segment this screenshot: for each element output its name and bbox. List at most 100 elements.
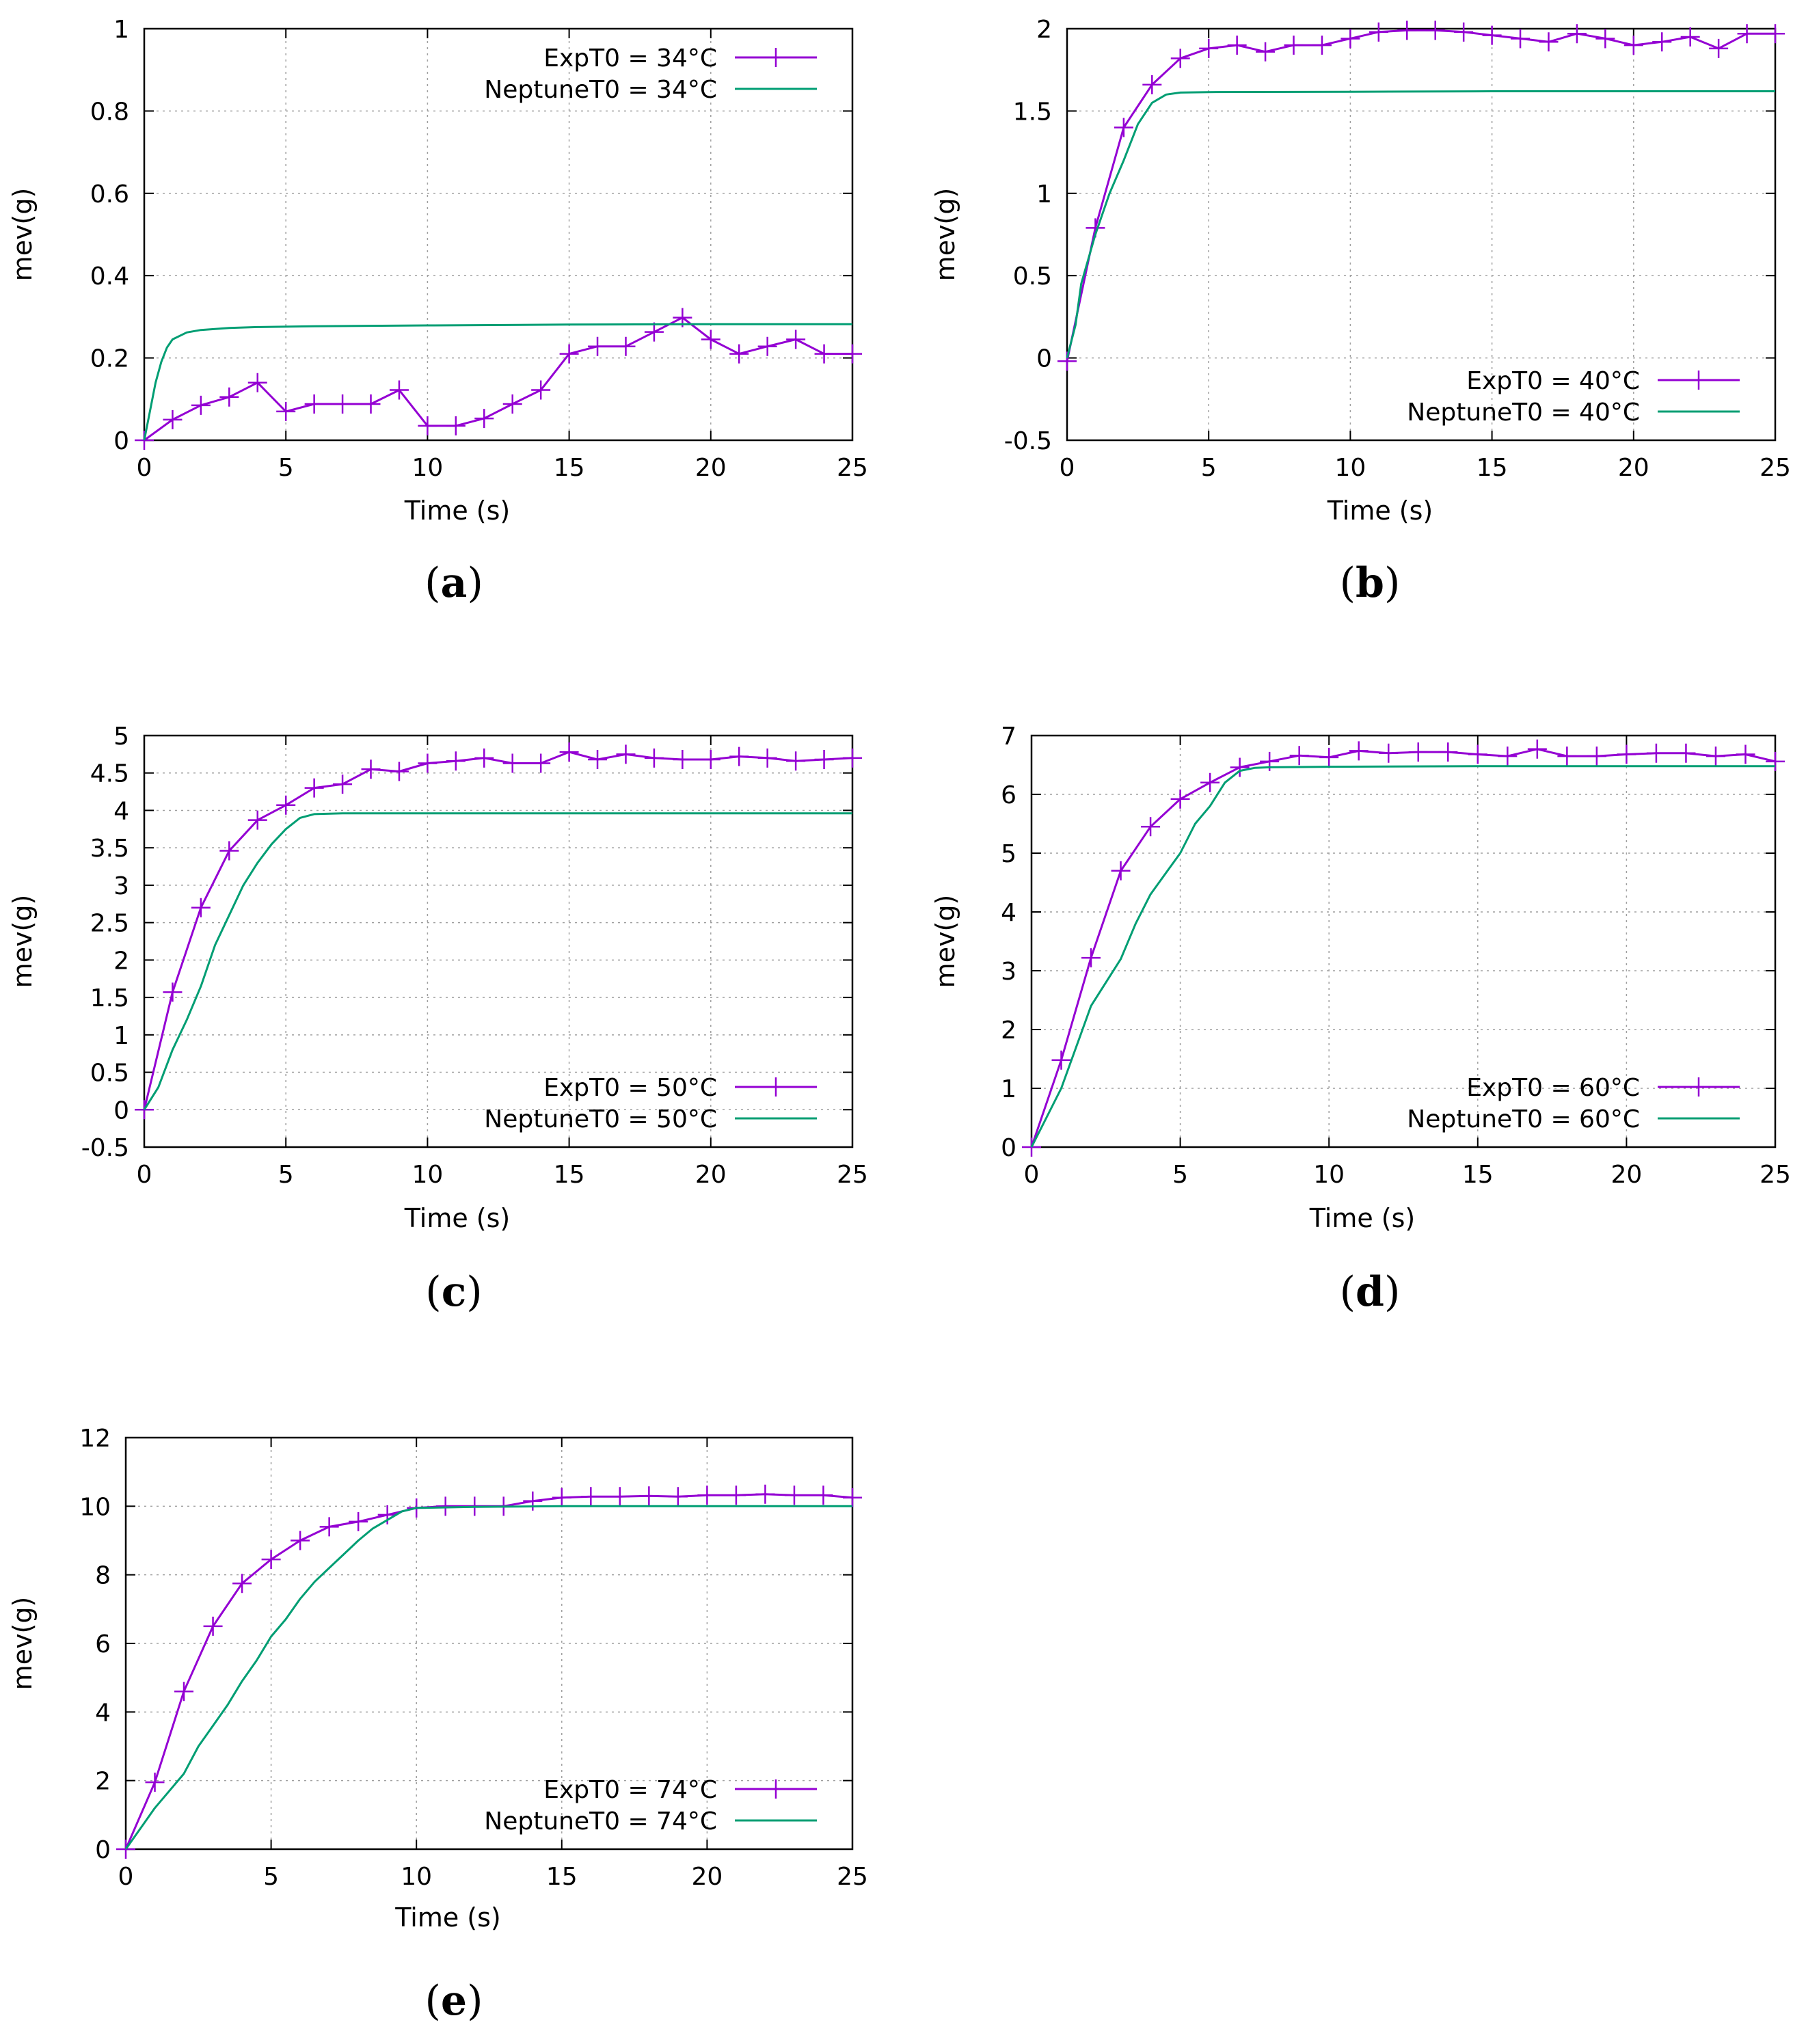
data-point-marker: [1527, 739, 1547, 759]
y-tick-label: 5: [1001, 840, 1016, 868]
x-tick-label: 10: [1334, 454, 1366, 482]
data-point-marker: [813, 1485, 833, 1505]
panel-caption: (c): [425, 1268, 482, 1316]
y-tick-label: 12: [79, 1425, 111, 1453]
data-point-marker: [1256, 42, 1276, 62]
x-tick-label: 15: [1477, 454, 1508, 482]
y-tick-label: 4: [113, 797, 129, 825]
y-tick-label: 2: [95, 1768, 111, 1796]
plot-frame: [124, 1436, 854, 1851]
data-point-marker: [474, 748, 494, 768]
x-tick-label: 15: [546, 1863, 578, 1891]
data-point-marker: [1766, 751, 1785, 771]
x-tick-label: 0: [118, 1863, 134, 1891]
x-tick-label: 5: [278, 1161, 294, 1189]
data-point-marker: [1111, 861, 1131, 880]
data-point-marker: [1319, 747, 1339, 767]
y-tick-label: 0.8: [90, 98, 129, 126]
y-tick-label: 0: [1001, 1134, 1016, 1162]
legend-marker: [1689, 1077, 1708, 1097]
data-point-marker: [291, 1531, 310, 1550]
legend-label: ExpT0 = 74°C: [543, 1776, 717, 1804]
x-tick-label: 20: [1618, 454, 1649, 482]
data-point-marker: [523, 1491, 543, 1511]
data-point-marker: [1454, 22, 1474, 42]
data-point-marker: [1170, 49, 1190, 68]
data-point-marker: [349, 1511, 368, 1531]
panel-caption: (e): [424, 1977, 483, 2025]
x-tick-label: 25: [837, 1161, 868, 1189]
data-point-marker: [843, 1488, 862, 1507]
data-point-marker: [1706, 747, 1725, 766]
data-point-marker: [1379, 743, 1399, 763]
data-point-marker: [1482, 25, 1502, 45]
legend-label: NeptuneT0 = 60°C: [1407, 1105, 1640, 1133]
panel-caption: (a): [424, 559, 483, 607]
x-tick-label: 5: [1201, 454, 1217, 482]
data-point-marker: [559, 344, 579, 364]
y-tick-label: 0.5: [1013, 263, 1052, 291]
plot-frame: [143, 27, 854, 442]
data-point-marker: [1230, 757, 1250, 777]
y-axis-label: mev(g): [8, 1597, 38, 1691]
y-tick-label: 4: [95, 1699, 111, 1727]
legend-label: ExpT0 = 40°C: [1466, 367, 1640, 395]
x-axis-label: Time (s): [1327, 496, 1433, 526]
legend-marker: [1689, 371, 1708, 390]
x-tick-label: 15: [554, 454, 585, 482]
data-point-marker: [1438, 742, 1458, 762]
data-point-marker: [333, 775, 353, 794]
legend-label: NeptuneT0 = 74°C: [484, 1807, 717, 1835]
data-point-marker: [1142, 75, 1162, 94]
data-point-marker: [474, 409, 494, 429]
data-point-marker: [1289, 746, 1309, 766]
data-point-marker: [610, 1487, 630, 1507]
y-axis-label: mev(g): [930, 188, 960, 282]
data-point-marker: [1081, 948, 1101, 968]
x-tick-label: 5: [278, 454, 294, 482]
data-point-marker: [1312, 36, 1332, 55]
y-tick-label: 3: [1001, 958, 1016, 986]
x-tick-label: 0: [1024, 1161, 1040, 1189]
data-point-marker: [418, 416, 437, 435]
y-tick-label: 0: [1036, 345, 1052, 373]
x-tick-label: 25: [1760, 1161, 1791, 1189]
y-tick-label: 3: [113, 872, 129, 900]
x-tick-label: 10: [1313, 1161, 1345, 1189]
y-axis-label: mev(g): [8, 895, 38, 989]
y-tick-label: 2.5: [90, 910, 129, 938]
data-point-marker: [219, 387, 239, 407]
y-tick-label: 7: [1001, 723, 1016, 751]
y-tick-label: 0: [113, 1097, 129, 1125]
data-point-marker: [673, 750, 692, 770]
chart-panel-b: 0 5 10 15 20 25 -0.5 0 0.5 1 1.5 2 Time (s) mev(g) Exp…: [930, 16, 1791, 607]
legend-label: ExpT0 = 50°C: [543, 1074, 717, 1102]
data-point-marker: [361, 394, 381, 414]
y-tick-label: 1: [1001, 1075, 1016, 1103]
data-point-marker: [786, 330, 806, 349]
data-point-marker: [668, 1487, 688, 1507]
plot-frame: [143, 734, 854, 1148]
data-point-marker: [1709, 38, 1729, 58]
data-point-marker: [174, 1682, 194, 1702]
data-point-marker: [786, 751, 806, 771]
data-point-marker: [361, 759, 381, 779]
data-point-marker: [219, 841, 239, 861]
x-tick-label: 10: [412, 454, 443, 482]
data-point-marker: [1587, 747, 1606, 766]
legend-label: NeptuneT0 = 50°C: [484, 1105, 717, 1133]
data-point-marker: [1141, 817, 1161, 837]
y-tick-label: 3.5: [90, 835, 129, 863]
data-point-marker: [377, 1505, 397, 1524]
data-point-marker: [163, 409, 183, 429]
plot-frame: [1066, 27, 1777, 442]
data-point-marker: [276, 401, 296, 421]
data-point-marker: [701, 330, 720, 349]
data-point-marker: [755, 1484, 775, 1504]
data-point-marker: [1736, 744, 1755, 764]
data-point-marker: [757, 336, 777, 356]
x-tick-label: 25: [837, 1863, 868, 1891]
x-tick-label: 20: [1610, 1161, 1642, 1189]
data-point-marker: [814, 344, 834, 364]
